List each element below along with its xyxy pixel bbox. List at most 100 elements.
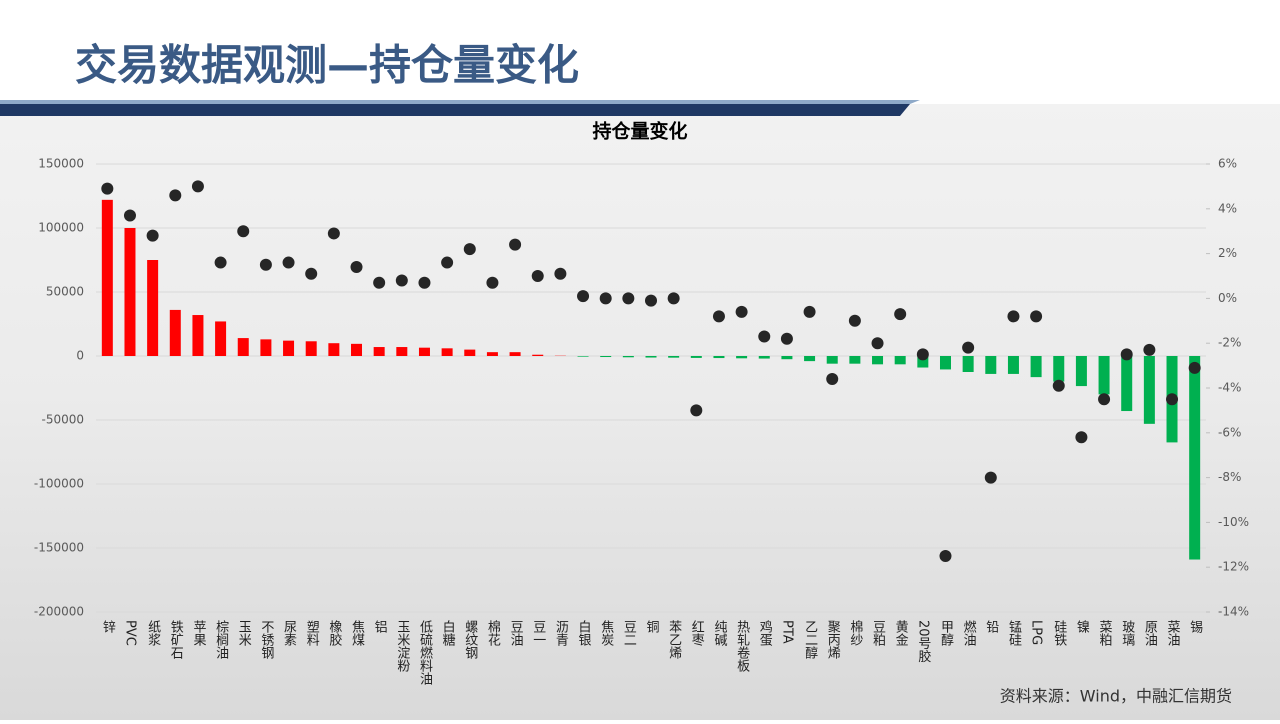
dot <box>283 257 295 269</box>
dot <box>169 189 181 201</box>
bar <box>374 347 385 356</box>
x-tick-label: 菜粕 <box>1097 620 1113 646</box>
dot <box>917 348 929 360</box>
bar <box>283 341 294 356</box>
bar <box>351 344 362 356</box>
y2-tick-label: -10% <box>1218 515 1249 529</box>
bar <box>646 356 657 358</box>
bar <box>713 356 724 358</box>
x-tick-label: 橡胶 <box>326 620 342 647</box>
x-tick-label: 棉纱 <box>847 620 863 646</box>
bar <box>170 310 181 356</box>
dot <box>577 290 589 302</box>
slide-title: 交易数据观测—持仓量变化 <box>75 41 579 90</box>
bar <box>623 356 634 357</box>
bar <box>600 356 611 357</box>
bar <box>1008 356 1019 374</box>
dot <box>645 295 657 307</box>
x-tick-label: 尿素 <box>281 620 297 646</box>
dot <box>305 268 317 280</box>
dot <box>1166 393 1178 405</box>
bar <box>578 356 589 357</box>
x-tick-label: 豆一 <box>530 620 546 646</box>
bar <box>464 350 475 356</box>
y2-tick-label: -12% <box>1218 560 1249 574</box>
x-tick-label: 苯乙烯 <box>666 620 682 659</box>
bar <box>872 356 883 364</box>
x-tick-label: LPG <box>1029 620 1044 645</box>
dot <box>690 404 702 416</box>
dot <box>962 342 974 354</box>
bar <box>736 356 747 358</box>
source-note: 资料来源：Wind，中融汇信期货 <box>1000 687 1232 706</box>
y2-tick-label: 2% <box>1218 246 1237 260</box>
x-tick-label: 纯碱 <box>711 620 727 646</box>
bar <box>963 356 974 372</box>
x-tick-label: 螺纹钢 <box>462 620 478 660</box>
bar <box>510 352 521 356</box>
x-tick-label: 鸡蛋 <box>757 619 773 647</box>
dot <box>554 268 566 280</box>
x-tick-label: 20号胶 <box>915 620 931 664</box>
dot <box>939 550 951 562</box>
dot <box>441 257 453 269</box>
bar <box>827 356 838 364</box>
x-tick-label: 棉花 <box>485 620 501 647</box>
x-tick-label: 豆二 <box>621 620 637 646</box>
dot <box>1121 348 1133 360</box>
bar <box>1121 356 1132 411</box>
dot <box>668 292 680 304</box>
x-tick-label: 红枣 <box>689 619 705 646</box>
bar <box>691 356 702 358</box>
x-tick-label: 燃油 <box>961 619 977 646</box>
dot <box>464 243 476 255</box>
dot <box>758 330 770 342</box>
bar <box>985 356 996 374</box>
x-tick-label: 乙二醇 <box>802 620 818 659</box>
x-tick-label: 原油 <box>1142 620 1158 646</box>
x-tick-label: 铝 <box>372 620 388 633</box>
bar <box>1144 356 1155 424</box>
x-tick-label: 聚丙烯 <box>825 620 841 659</box>
bar <box>260 339 271 356</box>
x-tick-label: PVC <box>122 620 137 646</box>
x-tick-label: 不锈钢 <box>258 620 274 660</box>
x-tick-label: 豆粕 <box>870 620 886 646</box>
bar <box>215 321 226 356</box>
y-tick-label: -200000 <box>34 605 84 619</box>
dot <box>1098 393 1110 405</box>
dot <box>622 292 634 304</box>
dot <box>418 277 430 289</box>
bar <box>940 356 951 369</box>
bar <box>1053 356 1064 382</box>
bar <box>192 315 203 356</box>
x-tick-label: 低硫燃料油 <box>417 620 433 685</box>
x-tick-label: 锰硅 <box>1006 620 1022 646</box>
dot <box>1075 431 1087 443</box>
dot <box>1189 362 1201 374</box>
x-tick-label: 硅铁 <box>1051 620 1067 646</box>
x-tick-label: 玻璃 <box>1119 620 1135 646</box>
dot <box>600 292 612 304</box>
x-tick-label: 镍 <box>1074 620 1090 633</box>
bar <box>487 352 498 356</box>
bar <box>1189 356 1200 560</box>
bar <box>419 348 430 356</box>
dot <box>1053 380 1065 392</box>
dot <box>147 230 159 242</box>
bar <box>147 260 158 356</box>
x-tick-label: 白银 <box>576 619 592 646</box>
x-tick-label: 苹果 <box>190 620 206 646</box>
x-tick-label: 铁矿石 <box>168 620 184 659</box>
dot <box>260 259 272 271</box>
bar <box>804 356 815 361</box>
y2-tick-label: 6% <box>1218 157 1237 171</box>
y2-tick-label: 4% <box>1218 201 1237 215</box>
x-tick-label: 豆油 <box>508 620 524 646</box>
bar <box>532 355 543 356</box>
bar <box>328 343 339 356</box>
x-tick-label: 焦炭 <box>598 620 614 647</box>
y-tick-label: 100000 <box>38 221 84 235</box>
y2-tick-label: -8% <box>1218 470 1241 484</box>
